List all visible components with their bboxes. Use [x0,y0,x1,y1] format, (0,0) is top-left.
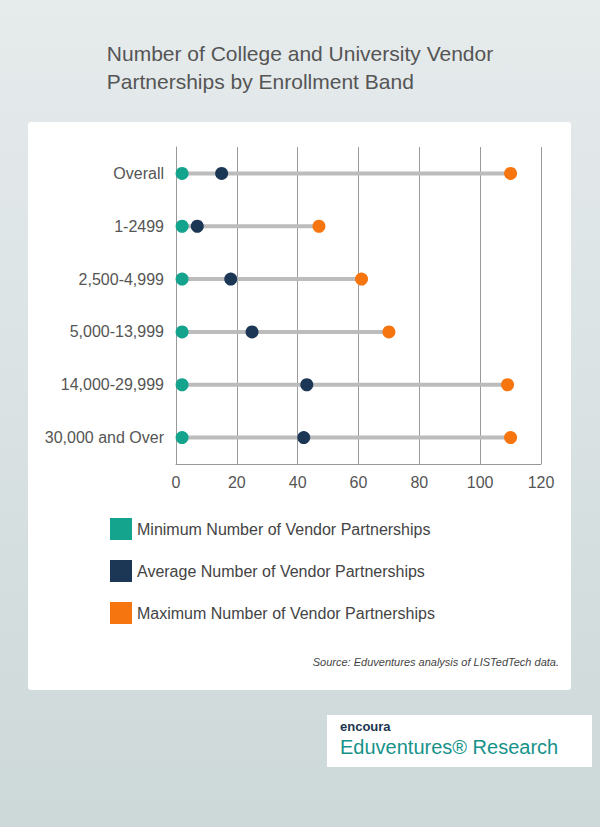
svg-text:40: 40 [289,474,307,491]
svg-text:100: 100 [467,474,494,491]
svg-text:60: 60 [350,474,368,491]
svg-text:encoura: encoura [340,719,391,734]
svg-text:80: 80 [410,474,428,491]
svg-text:Minimum Number of Vendor Partn: Minimum Number of Vendor Partnerships [137,521,430,538]
svg-text:Maximum Number of Vendor Partn: Maximum Number of Vendor Partnerships [137,605,435,622]
svg-text:1-2499: 1-2499 [114,218,164,235]
svg-text:Number of College and Universi: Number of College and University Vendor [107,42,493,65]
svg-text:14,000-29,999: 14,000-29,999 [61,376,164,393]
svg-text:Eduventures® Research: Eduventures® Research [340,736,558,758]
svg-text:Partnerships by Enrollment Ban: Partnerships by Enrollment Band [107,70,414,93]
svg-text:2,500-4,999: 2,500-4,999 [79,271,165,288]
svg-text:30,000 and Over: 30,000 and Over [45,429,165,446]
svg-text:120: 120 [528,474,555,491]
svg-text:5,000-13,999: 5,000-13,999 [70,323,164,340]
svg-text:Source: Eduventures analysis o: Source: Eduventures analysis of LISTedTe… [313,656,559,668]
svg-text:Average Number of Vendor Partn: Average Number of Vendor Partnerships [137,563,425,580]
svg-text:Overall: Overall [113,165,164,182]
svg-text:0: 0 [172,474,181,491]
svg-text:20: 20 [228,474,246,491]
